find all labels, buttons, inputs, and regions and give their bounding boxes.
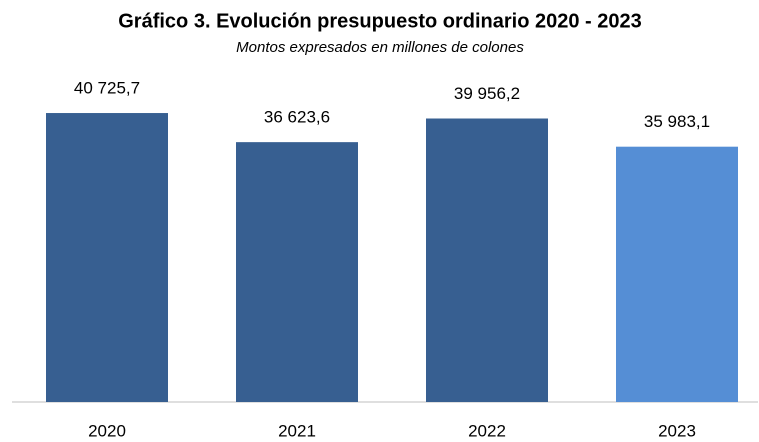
bar — [46, 113, 168, 403]
bar — [426, 118, 548, 402]
chart-title: Gráfico 3. Evolución presupuesto ordinar… — [118, 10, 642, 32]
x-tick-label: 2022 — [468, 421, 506, 440]
data-label: 40 725,7 — [74, 79, 140, 98]
bar — [236, 142, 358, 402]
data-label: 35 983,1 — [644, 112, 710, 131]
x-tick-label: 2020 — [88, 421, 126, 440]
bar — [616, 146, 738, 402]
x-tick-label: 2021 — [278, 421, 316, 440]
data-label: 36 623,6 — [264, 108, 330, 127]
chart-subtitle: Montos expresados en millones de colones — [236, 39, 524, 56]
x-tick-label: 2023 — [658, 421, 696, 440]
data-label: 39 956,2 — [454, 84, 520, 103]
